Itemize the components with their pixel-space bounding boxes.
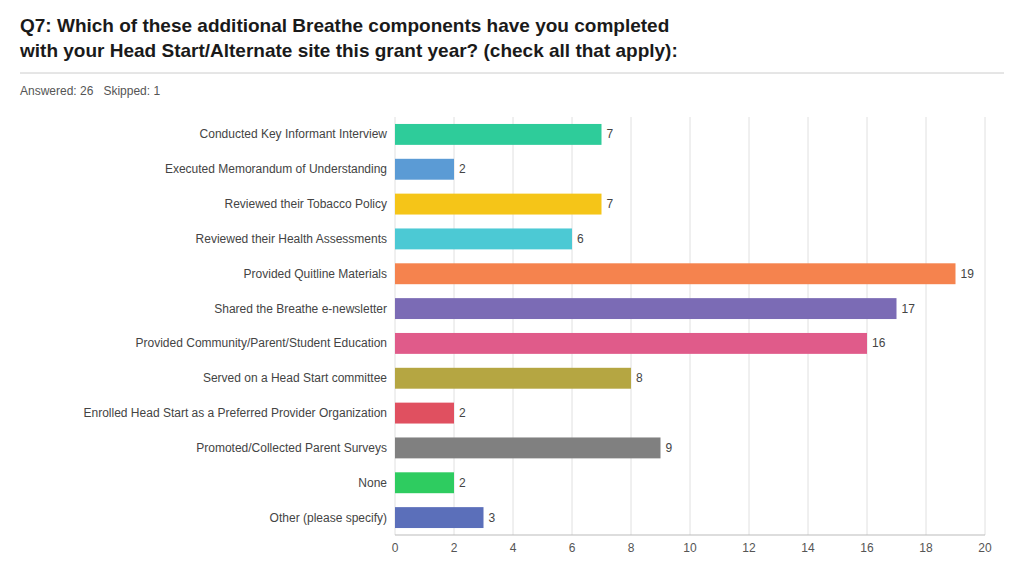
tick-label: 20	[978, 541, 992, 555]
bar	[395, 437, 661, 458]
annotation: Answered: 26 Skipped: 1	[20, 84, 160, 98]
data-label: 6	[577, 232, 584, 246]
bar	[395, 298, 897, 319]
labels: Conducted Key Informant Interview 7 Execut…	[84, 127, 975, 524]
grid-line	[690, 117, 691, 535]
data-label: 19	[961, 267, 975, 281]
category-label: Reviewed their Tobacco Policy	[224, 197, 387, 211]
title: Q7: Which of these additional Breathe co…	[19, 15, 678, 61]
tick-label: 16	[860, 541, 874, 555]
tick-label: 12	[742, 541, 756, 555]
category-label: Executed Memorandum of Understanding	[165, 162, 387, 176]
bar	[395, 472, 454, 493]
grid-line	[572, 117, 573, 535]
grid-line	[985, 117, 986, 535]
bar	[395, 403, 454, 424]
bar	[395, 507, 484, 528]
tick-label: 10	[683, 541, 697, 555]
tick-label: 4	[510, 541, 517, 555]
tick-label: 6	[569, 541, 576, 555]
category-label: Shared the Breathe e-newsletter	[214, 302, 387, 316]
data-label: 2	[459, 162, 466, 176]
data-label: 2	[459, 476, 466, 490]
grid-line	[867, 117, 868, 535]
bar	[395, 368, 631, 389]
x-axis	[395, 535, 985, 536]
grid-line	[926, 117, 927, 535]
data-label: 3	[489, 511, 496, 525]
data-label: 8	[636, 371, 643, 385]
chart: Q7: Which of these additional Breathe co…	[0, 0, 1024, 576]
tick-label: 18	[919, 541, 933, 555]
data-label: 17	[902, 302, 916, 316]
grid	[395, 117, 985, 535]
grid-line	[749, 117, 750, 535]
bars	[395, 124, 956, 528]
data-label: 7	[607, 127, 614, 141]
bar	[395, 333, 867, 354]
data-label: 7	[607, 197, 614, 211]
tick-label: 8	[628, 541, 635, 555]
bar	[395, 159, 454, 180]
tick-label: 0	[392, 541, 399, 555]
data-label: 2	[459, 406, 466, 420]
category-label: Served on a Head Start committee	[203, 371, 387, 385]
category-label: Promoted/Collected Parent Surveys	[196, 441, 387, 455]
data-label: 16	[872, 336, 886, 350]
bar	[395, 263, 956, 284]
category-label: Reviewed their Health Assessments	[196, 232, 387, 246]
category-label: Provided Community/Parent/Student Educat…	[136, 336, 387, 350]
data-label: 9	[666, 441, 673, 455]
separator	[20, 73, 1004, 74]
tick-label: 2	[451, 541, 458, 555]
category-label: Conducted Key Informant Interview	[200, 127, 388, 141]
tick-label: 14	[801, 541, 815, 555]
bar	[395, 124, 602, 145]
category-label: Enrolled Head Start as a Preferred Provi…	[84, 406, 388, 420]
category-label: Other (please specify)	[270, 511, 387, 525]
grid-line	[631, 117, 632, 535]
category-label: Provided Quitline Materials	[244, 267, 387, 281]
bar	[395, 194, 602, 215]
grid-line	[513, 117, 514, 535]
category-label: None	[358, 476, 387, 490]
bar	[395, 228, 572, 249]
grid-line	[808, 117, 809, 535]
